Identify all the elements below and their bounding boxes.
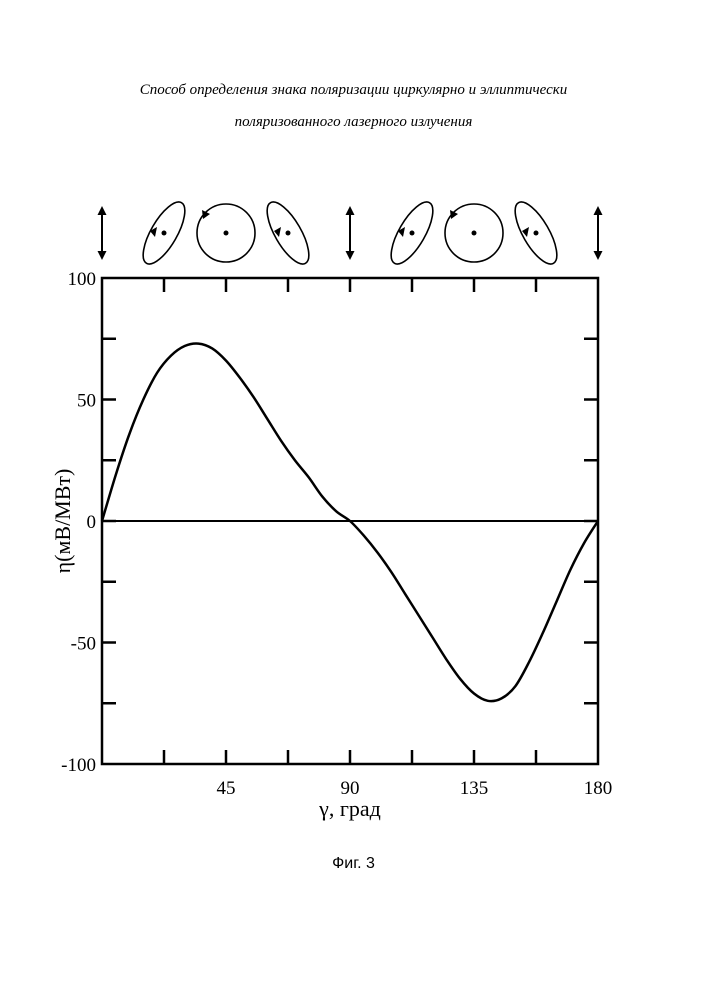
circular-polarization-icon <box>445 204 503 262</box>
y-tick-label: 100 <box>68 269 97 290</box>
y-tick-label: 0 <box>87 512 97 533</box>
figure-caption: Фиг. 3 <box>0 855 707 873</box>
elliptical-polarization-icon <box>259 196 317 270</box>
linear-polarization-icon <box>594 206 603 260</box>
x-tick-label: 45 <box>217 778 236 799</box>
y-tick-label: 50 <box>77 391 96 412</box>
series-group <box>102 344 598 702</box>
series-line-0 <box>102 344 598 702</box>
linear-polarization-icon <box>346 206 355 260</box>
linear-polarization-icon <box>98 206 107 260</box>
elliptical-polarization-icon <box>135 196 193 270</box>
y-axis-label: η(мВ/МВт) <box>50 469 75 574</box>
elliptical-polarization-icon <box>507 196 565 270</box>
polarization-icons-row <box>98 196 603 270</box>
x-tick-label: 180 <box>584 778 613 799</box>
circular-polarization-icon <box>197 204 255 262</box>
x-tick-label: 135 <box>460 778 489 799</box>
tick-labels: 4590135180100500-50-100 <box>61 269 612 799</box>
elliptical-polarization-icon <box>383 196 441 270</box>
y-tick-label: -50 <box>71 634 96 655</box>
y-tick-label: -100 <box>61 755 96 776</box>
x-axis-label: γ, град <box>318 796 381 821</box>
